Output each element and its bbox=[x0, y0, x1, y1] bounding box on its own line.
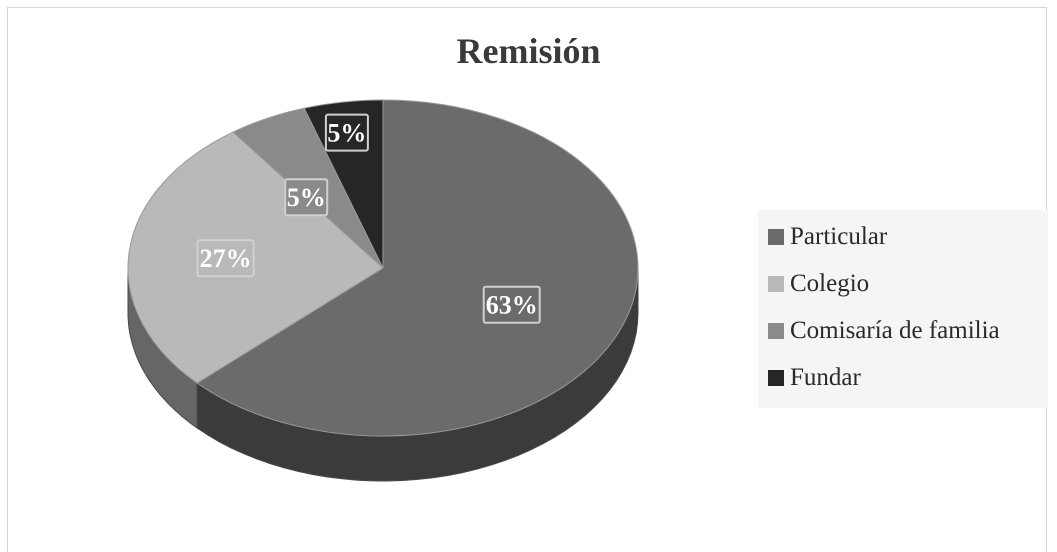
data-label-group-1: 27% bbox=[196, 239, 255, 278]
data-label-1: 27% bbox=[200, 244, 252, 273]
chart-title: Remisión bbox=[456, 31, 601, 71]
data-label-0: 63% bbox=[486, 291, 538, 320]
data-label-box-2 bbox=[284, 178, 329, 217]
pie-slice-particular bbox=[196, 99, 639, 437]
data-label-group-3: 5% bbox=[324, 113, 369, 152]
legend-swatch-colegio bbox=[768, 276, 784, 292]
legend-swatch-comisaria bbox=[768, 323, 784, 339]
legend-swatch-fundar bbox=[768, 370, 784, 386]
legend: Particular Colegio Comisaría de familia … bbox=[758, 210, 1048, 408]
legend-label-particular: Particular bbox=[790, 223, 888, 250]
legend-label-fundar: Fundar bbox=[790, 364, 861, 391]
data-label-box-3 bbox=[324, 113, 369, 152]
pie-data-labels: 63% 27% 5% 5% bbox=[196, 113, 541, 324]
legend-item-colegio: Colegio bbox=[768, 269, 869, 299]
data-label-box-0 bbox=[482, 285, 541, 324]
data-label-3: 5% bbox=[327, 119, 366, 148]
data-label-2: 5% bbox=[287, 183, 326, 212]
legend-label-comisaria: Comisaría de familia bbox=[790, 317, 1000, 344]
legend-item-particular: Particular bbox=[768, 222, 887, 252]
legend-item-fundar: Fundar bbox=[768, 363, 861, 393]
data-label-group-0: 63% bbox=[482, 285, 541, 324]
data-label-box-1 bbox=[196, 239, 255, 278]
legend-item-comisaria: Comisaría de familia bbox=[768, 316, 1000, 346]
legend-swatch-particular bbox=[768, 229, 784, 245]
pie-slice-colegio bbox=[127, 131, 384, 384]
data-label-group-2: 5% bbox=[284, 178, 329, 217]
legend-label-colegio: Colegio bbox=[790, 270, 870, 297]
